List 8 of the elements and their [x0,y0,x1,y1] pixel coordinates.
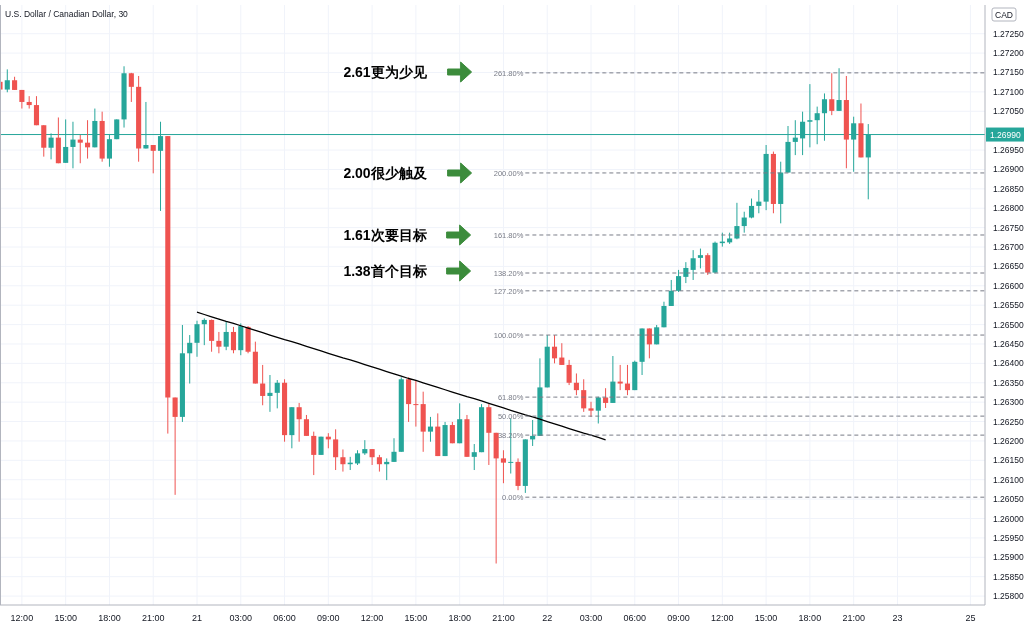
ref-line-label: 1.26990 [990,129,1021,140]
annotation: 1.38首个目标 [343,263,427,279]
y-axis-title: CAD [995,10,1013,20]
annotation: 2.00很少触及 [343,165,427,181]
ylabel: CAD [991,7,1017,22]
title: U.S. Dollar / Canadian Dollar, 30 [5,9,128,19]
annotation: 2.61更为少见 [343,64,427,80]
annotation: 1.61次要目标 [343,227,427,243]
